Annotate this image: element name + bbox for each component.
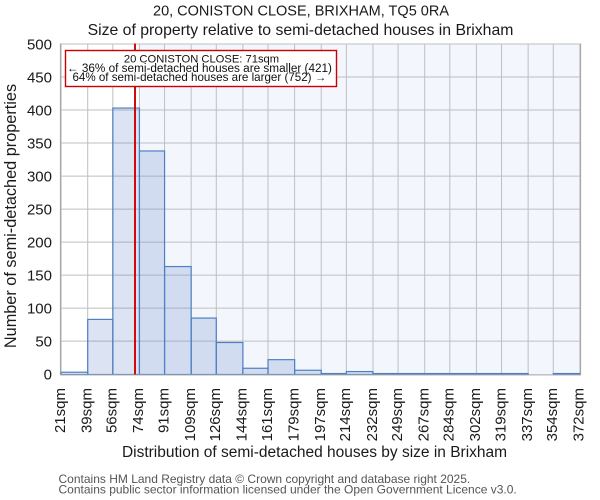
- svg-text:Size of property relative to s: Size of property relative to semi-detach…: [88, 22, 514, 39]
- svg-text:400: 400: [27, 103, 52, 120]
- svg-text:144sqm: 144sqm: [234, 388, 251, 441]
- svg-text:91sqm: 91sqm: [155, 388, 172, 433]
- svg-text:197sqm: 197sqm: [312, 388, 329, 441]
- svg-text:64% of semi-detached houses ar: 64% of semi-detached houses are larger (…: [72, 71, 326, 84]
- svg-text:450: 450: [27, 70, 52, 87]
- svg-text:150: 150: [27, 268, 52, 285]
- svg-text:300: 300: [27, 169, 52, 186]
- svg-text:267sqm: 267sqm: [415, 388, 432, 441]
- svg-text:337sqm: 337sqm: [519, 388, 536, 441]
- svg-text:161sqm: 161sqm: [259, 388, 276, 441]
- svg-text:20 CONISTON CLOSE: 71sqm: 20 CONISTON CLOSE: 71sqm: [124, 53, 279, 65]
- svg-text:354sqm: 354sqm: [544, 388, 561, 441]
- svg-text:50: 50: [35, 334, 52, 351]
- svg-text:232sqm: 232sqm: [364, 388, 381, 441]
- svg-text:Contains HM Land Registry data: Contains HM Land Registry data © Crown c…: [59, 472, 471, 486]
- svg-text:0: 0: [44, 367, 52, 384]
- svg-text:214sqm: 214sqm: [337, 388, 354, 441]
- svg-text:109sqm: 109sqm: [182, 388, 199, 441]
- svg-text:500: 500: [27, 37, 52, 54]
- svg-text:250: 250: [27, 202, 52, 219]
- svg-text:249sqm: 249sqm: [389, 388, 406, 441]
- svg-text:← 36% of semi-detached houses: ← 36% of semi-detached houses are smalle…: [67, 62, 332, 75]
- svg-text:74sqm: 74sqm: [130, 388, 147, 433]
- svg-text:Contains public sector informa: Contains public sector information licen…: [59, 482, 517, 496]
- svg-text:372sqm: 372sqm: [571, 388, 588, 441]
- svg-text:284sqm: 284sqm: [441, 388, 458, 441]
- svg-text:179sqm: 179sqm: [285, 388, 302, 441]
- svg-text:20, CONISTON CLOSE, BRIXHAM, T: 20, CONISTON CLOSE, BRIXHAM, TQ5 0RA: [153, 4, 449, 20]
- svg-text:Distribution of semi-detached: Distribution of semi-detached houses by …: [122, 444, 507, 461]
- svg-text:319sqm: 319sqm: [492, 388, 509, 441]
- svg-text:350: 350: [27, 136, 52, 153]
- svg-text:21sqm: 21sqm: [52, 388, 69, 433]
- svg-text:56sqm: 56sqm: [104, 388, 121, 433]
- svg-text:Number of semi-detached proper: Number of semi-detached properties: [2, 84, 20, 348]
- svg-text:126sqm: 126sqm: [207, 388, 224, 441]
- svg-text:302sqm: 302sqm: [467, 388, 484, 441]
- svg-text:39sqm: 39sqm: [79, 388, 96, 433]
- svg-text:100: 100: [27, 301, 52, 318]
- svg-text:200: 200: [27, 235, 52, 252]
